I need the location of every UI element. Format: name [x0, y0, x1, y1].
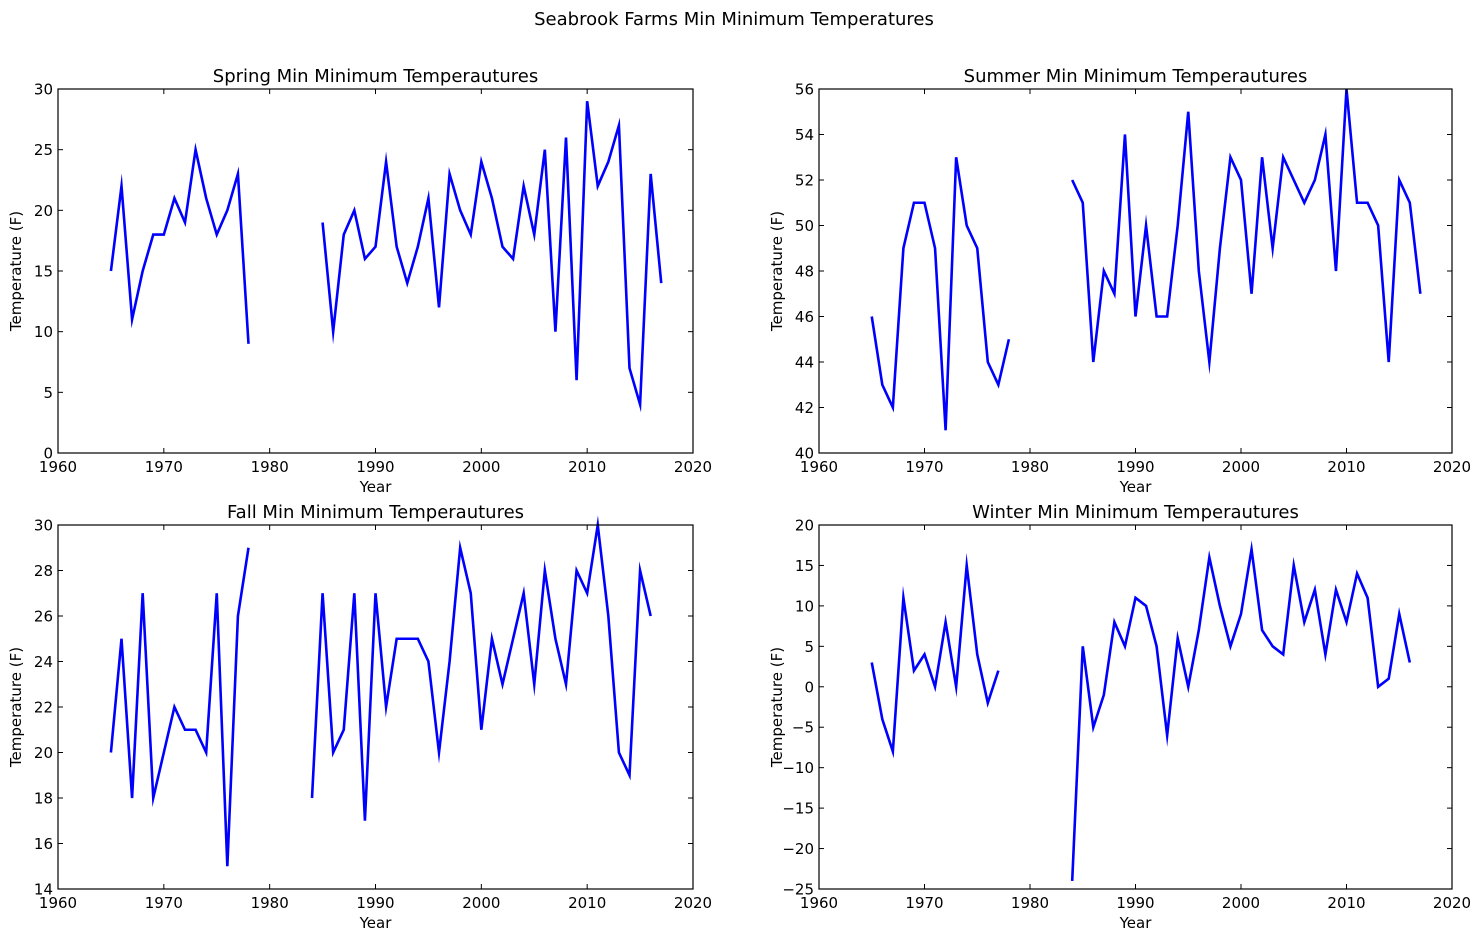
- fall-x-tick-label: 2000: [462, 894, 500, 912]
- winter-x-tick-label: 1970: [905, 894, 943, 912]
- fall-y-tick-label: 14: [34, 881, 53, 899]
- spring-x-tick-label: 1960: [39, 458, 77, 476]
- spring-axes-frame: [57, 88, 694, 454]
- fall-y-tick-label: 16: [34, 835, 53, 853]
- winter-y-tick-label: −10: [782, 759, 814, 777]
- winter-y-tick-label: 5: [804, 638, 814, 656]
- fall-chart-title: Fall Min Minimum Temperautures: [227, 502, 524, 523]
- winter-series-line-0-segment-0: [870, 552, 1000, 759]
- spring-x-tick-label: 2020: [674, 458, 712, 476]
- summer-y-tick-label: 40: [795, 445, 814, 463]
- fall-y-tick-label: 18: [34, 790, 53, 808]
- summer-x-tick-label: 1990: [1116, 458, 1154, 476]
- spring-y-tick-label: 0: [43, 445, 53, 463]
- summer-y-tick-label: 44: [795, 354, 814, 372]
- winter-y-tick-label: 0: [804, 678, 814, 696]
- winter-x-tick-label: 1990: [1116, 894, 1154, 912]
- winter-chart: Winter Min Minimum Temperautures 1960 1970…: [768, 502, 1471, 932]
- winter-y-tick-label: −20: [782, 840, 814, 858]
- summer-chart-title: Summer Min Minimum Temperautures: [964, 66, 1308, 87]
- summer-series-line-0-segment-1: [1071, 88, 1422, 375]
- fall-series-line-0-segment-0: [109, 547, 250, 867]
- summer-x-axis-label: Year: [1119, 478, 1153, 496]
- winter-chart-title: Winter Min Minimum Temperautures: [972, 502, 1299, 523]
- spring-y-axis-label: Temperature (F): [7, 211, 25, 332]
- summer-x-tick-label: 2020: [1433, 458, 1471, 476]
- summer-y-tick-label: 50: [795, 217, 814, 235]
- winter-y-tick-label: 10: [795, 597, 814, 615]
- figure-suptitle: Seabrook Farms Min Minimum Temperatures: [534, 9, 934, 30]
- summer-y-axis-label: Temperature (F): [768, 211, 786, 332]
- winter-y-tick-label: −15: [782, 800, 814, 818]
- spring-x-tick-label: 2000: [462, 458, 500, 476]
- spring-x-tick-label: 2010: [568, 458, 606, 476]
- fall-x-tick-label: 1990: [356, 894, 394, 912]
- fall-x-tick-label: 1960: [39, 894, 77, 912]
- spring-y-tick-label: 20: [34, 202, 53, 220]
- spring-y-tick-label: 25: [34, 141, 53, 159]
- winter-x-tick-label: 2020: [1433, 894, 1471, 912]
- summer-series-line-0-segment-0: [870, 157, 1011, 431]
- fall-y-axis-label: Temperature (F): [7, 647, 25, 768]
- summer-y-tick-label: 56: [795, 81, 814, 99]
- winter-y-tick-label: 20: [795, 517, 814, 535]
- winter-series-line-0-segment-1: [1070, 540, 1412, 881]
- fall-y-tick-label: 24: [34, 653, 53, 671]
- summer-y-tick-label: 52: [795, 172, 814, 190]
- fall-y-tick-label: 26: [34, 608, 53, 626]
- spring-chart: Spring Min Minimum Temperautures 1960 1970…: [7, 66, 712, 496]
- fall-y-tick-label: 22: [34, 699, 53, 717]
- fall-y-tick-label: 30: [34, 517, 53, 535]
- fall-x-axis-label: Year: [359, 914, 393, 932]
- summer-x-tick-label: 2010: [1327, 458, 1365, 476]
- winter-y-tick-label: −5: [792, 719, 814, 737]
- spring-x-axis-label: Year: [359, 478, 393, 496]
- summer-x-tick-label: 1970: [905, 458, 943, 476]
- summer-x-tick-label: 1980: [1011, 458, 1049, 476]
- spring-x-tick-label: 1990: [356, 458, 394, 476]
- summer-y-tick-label: 48: [795, 263, 814, 281]
- winter-y-axis-label: Temperature (F): [768, 647, 786, 768]
- winter-x-tick-label: 1960: [800, 894, 838, 912]
- winter-x-tick-label: 1980: [1011, 894, 1049, 912]
- summer-chart: Summer Min Minimum Temperautures 1960 1970…: [768, 66, 1471, 496]
- winter-x-tick-label: 2000: [1222, 894, 1260, 912]
- fall-chart: Fall Min Minimum Temperautures 1960 1970 19…: [7, 502, 712, 932]
- fall-x-tick-label: 2010: [568, 894, 606, 912]
- summer-x-tick-label: 2000: [1222, 458, 1260, 476]
- spring-series-line-0-segment-0: [109, 142, 250, 344]
- summer-y-tick-label: 46: [795, 308, 814, 326]
- summer-y-tick-label: 54: [795, 126, 814, 144]
- spring-chart-title: Spring Min Minimum Temperautures: [213, 66, 538, 87]
- fall-x-tick-label: 1970: [145, 894, 183, 912]
- spring-y-tick-label: 10: [34, 323, 53, 341]
- fall-series-line-0-segment-1: [310, 515, 652, 821]
- fall-x-tick-label: 2020: [674, 894, 712, 912]
- winter-x-axis-label: Year: [1119, 914, 1153, 932]
- winter-x-tick-label: 2010: [1327, 894, 1365, 912]
- spring-y-tick-label: 5: [43, 384, 53, 402]
- fall-y-tick-label: 20: [34, 744, 53, 762]
- summer-y-tick-label: 42: [795, 399, 814, 417]
- fall-x-tick-label: 1980: [251, 894, 289, 912]
- spring-y-tick-label: 15: [34, 263, 53, 281]
- summer-x-tick-label: 1960: [800, 458, 838, 476]
- spring-x-tick-label: 1980: [251, 458, 289, 476]
- fall-axes-frame: [57, 524, 694, 890]
- spring-y-tick-label: 30: [34, 81, 53, 99]
- spring-series-line-0-segment-1: [321, 100, 663, 413]
- summer-axes-frame: [818, 88, 1453, 454]
- winter-y-tick-label: 15: [795, 557, 814, 575]
- fall-y-tick-label: 28: [34, 562, 53, 580]
- spring-x-tick-label: 1970: [145, 458, 183, 476]
- winter-y-tick-label: −25: [782, 881, 814, 899]
